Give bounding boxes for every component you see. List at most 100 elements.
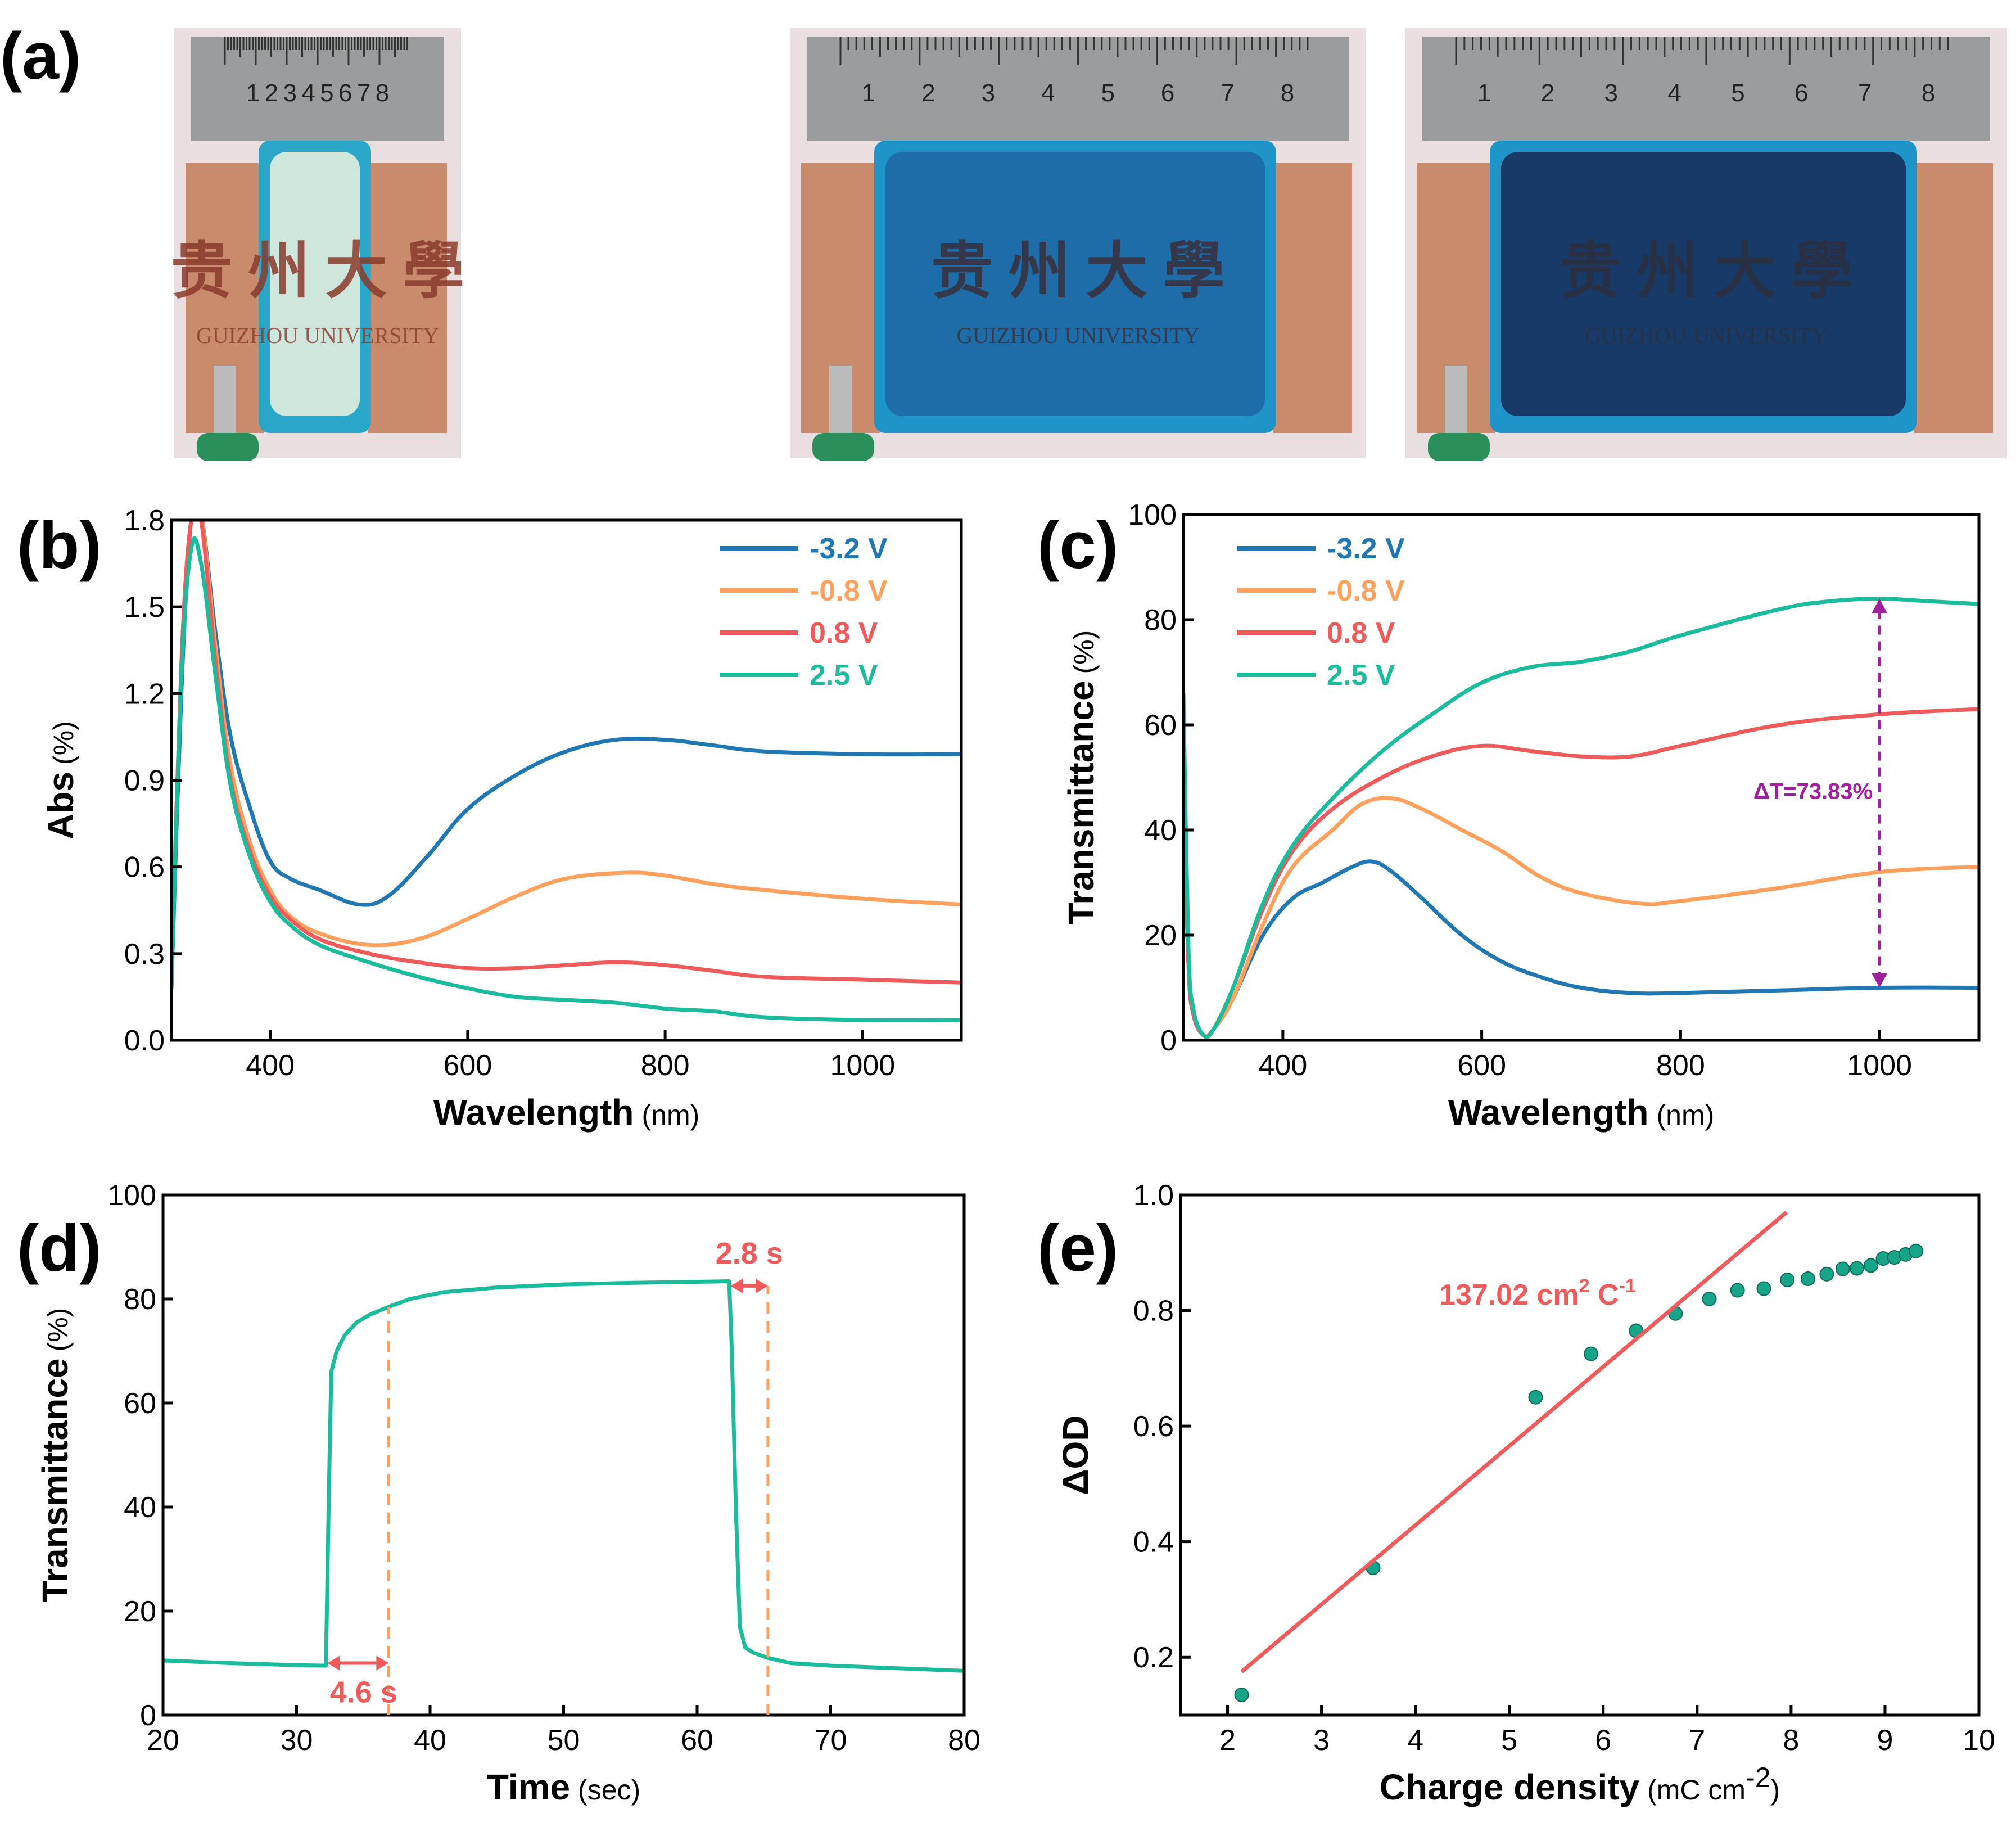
ruler-number: 6: [1794, 79, 1808, 107]
data-point: [1819, 1266, 1834, 1282]
y-axis-unit: (%): [48, 721, 79, 765]
x-tick-label: 80: [948, 1724, 980, 1757]
electrochromic-film: [1501, 152, 1906, 416]
y-tick-label: 20: [1144, 919, 1177, 952]
x-tick-label: 20: [147, 1724, 179, 1757]
ruler-number: 7: [357, 79, 370, 107]
x-axis-unit: (nm): [1657, 1099, 1715, 1131]
y-tick-label: 20: [124, 1595, 156, 1628]
y-tick-label: 0.3: [124, 938, 165, 971]
ruler-number: 7: [1221, 79, 1234, 107]
x-tick-label: 5: [1501, 1724, 1517, 1757]
y-axis-title: ΔOD: [1055, 1415, 1096, 1495]
panel-label-c: (c): [1037, 508, 1118, 583]
y-axis-title: Transmittance (%): [35, 1308, 75, 1603]
data-point: [1528, 1390, 1543, 1405]
fit-label-rest: C: [1590, 1279, 1619, 1311]
fit-label-sup2: -1: [1619, 1275, 1636, 1297]
x-tick-label: 60: [681, 1724, 713, 1757]
y-tick-label: 0.6: [1133, 1410, 1174, 1443]
x-tick-label: 2: [1219, 1724, 1236, 1757]
legend-label: -3.2 V: [810, 533, 888, 565]
x-tick-label: 3: [1313, 1724, 1330, 1757]
ruler-number: 5: [1101, 79, 1114, 107]
ruler-number: 6: [338, 79, 352, 107]
ruler-number: 8: [376, 79, 389, 107]
x-tick-label: 30: [281, 1724, 313, 1757]
y-axis-label: Transmittance: [35, 1358, 75, 1602]
copper-electrode-right: [368, 163, 447, 433]
clip-grip: [812, 433, 874, 461]
x-tick-label: 400: [1258, 1049, 1307, 1082]
y-axis-unit: (%): [1068, 630, 1100, 674]
x-tick-label: 4: [1407, 1724, 1423, 1757]
ruler-number: 1: [246, 79, 260, 107]
x-tick-label: 600: [443, 1049, 492, 1082]
response-arrow-head-left: [327, 1655, 340, 1671]
x-axis-label: Wavelength: [433, 1092, 634, 1133]
panel-label-e: (e): [1037, 1211, 1118, 1285]
data-point: [1756, 1281, 1771, 1296]
y-tick-label: 0.6: [124, 851, 165, 884]
y-tick-label: 0.0: [124, 1025, 165, 1057]
ruler-number: 3: [1604, 79, 1617, 107]
x-tick-label: 10: [1963, 1724, 1995, 1757]
x-tick-label: 800: [1656, 1049, 1705, 1082]
legend-label: -0.8 V: [810, 575, 888, 607]
y-tick-label: 1.0: [1133, 1179, 1174, 1212]
series-line--3.2 V: [171, 520, 961, 989]
x-axis-unit: (mC cm: [1647, 1774, 1746, 1806]
plot-frame: [1182, 513, 1981, 1042]
chart-c-transmittance: 400 600 800 1000 0 20 40 60 80 100 Wavelength (nm) T…: [1061, 499, 1981, 1133]
x-tick-label: 9: [1877, 1724, 1893, 1757]
x-axis-unit: (sec): [578, 1774, 640, 1806]
y-axis-title: Transmittance (%): [1061, 630, 1101, 925]
x-axis-label: Wavelength: [1448, 1092, 1649, 1133]
y-tick-label: 0.8: [1133, 1295, 1174, 1328]
x-axis-title: Wavelength (nm): [1448, 1092, 1715, 1133]
ruler-number: 8: [1922, 79, 1935, 107]
ruler-number: 3: [982, 79, 995, 107]
ruler-number: 4: [1041, 79, 1055, 107]
legend-label: 2.5 V: [1327, 659, 1395, 692]
ruler-number: 6: [1161, 79, 1174, 107]
x-axis-label: Charge density: [1380, 1767, 1640, 1807]
x-axis-unit-close: ): [1771, 1774, 1780, 1806]
plot-frame: [1179, 1193, 1981, 1717]
legend-label: -3.2 V: [1327, 533, 1405, 565]
chart-e-coloration-efficiency: 2 3 4 5 6 7 8 9 10 0.2 0.4 0.6 0.8 1.0 Charge density(…: [1055, 1179, 1995, 1807]
ruler-number: 8: [1281, 79, 1294, 107]
response-time-label: 2.8 s: [716, 1237, 783, 1270]
y-tick-label: 0.9: [124, 765, 165, 797]
y-tick-label: 100: [107, 1179, 156, 1212]
y-axis-label: Transmittance: [1061, 680, 1101, 924]
series-line-2.5 V: [171, 536, 961, 1022]
x-axis-title: Wavelength (nm): [433, 1092, 700, 1133]
x-axis-title: Time (sec): [487, 1767, 640, 1807]
legend-label: -0.8 V: [1327, 575, 1405, 607]
response-arrow-head-right: [755, 1278, 768, 1293]
x-axis-unit: (nm): [642, 1099, 700, 1131]
x-tick-label: 800: [641, 1049, 690, 1082]
ruler-number: 5: [1731, 79, 1744, 107]
x-tick-label: 1000: [830, 1049, 896, 1082]
series-line--0.8 V: [1183, 777, 1979, 1039]
x-tick-label: 6: [1595, 1724, 1611, 1757]
data-point: [1835, 1261, 1850, 1276]
y-tick-label: 1.5: [124, 591, 165, 624]
ruler-number: 4: [301, 79, 315, 107]
data-point: [1234, 1688, 1249, 1703]
data-point: [1800, 1271, 1815, 1287]
x-tick-label: 1000: [1847, 1049, 1912, 1082]
ruler-number: 1: [862, 79, 875, 107]
delta-t-arrow-head-down: [1872, 973, 1888, 988]
linear-fit-line: [1240, 1211, 1788, 1673]
legend-label: 0.8 V: [810, 617, 878, 649]
data-point: [1730, 1283, 1745, 1298]
response-time-label: 4.6 s: [330, 1676, 397, 1709]
plot-frame: [161, 1193, 966, 1717]
electrochromic-film: [270, 152, 360, 416]
chart-b-absorbance: 400 600 800 1000 0.0 0.3 0.6 0.9 1.2 1.5 1.8 Wavele…: [40, 504, 963, 1133]
